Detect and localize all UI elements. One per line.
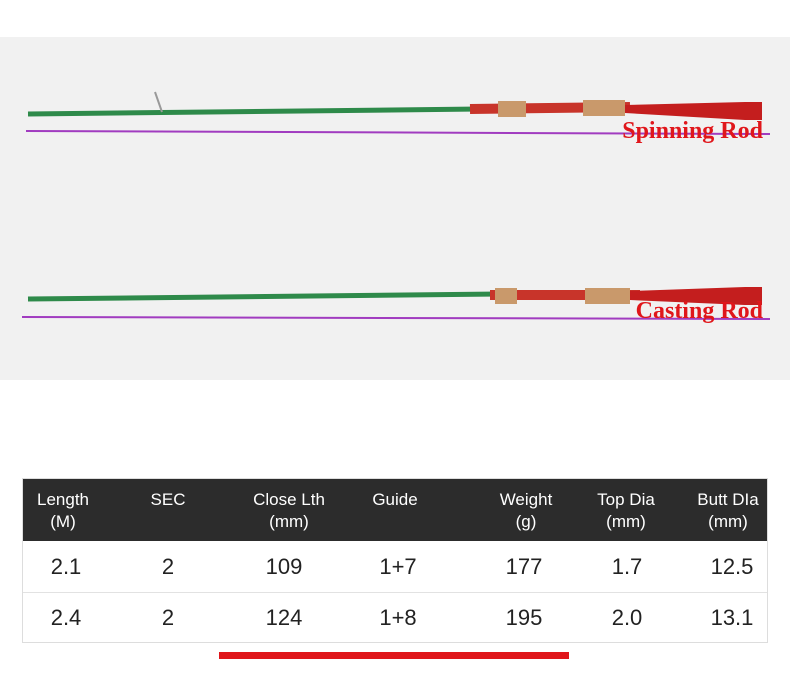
header-line: Length xyxy=(37,490,89,509)
table-cell: 2.4 xyxy=(50,605,82,630)
table-cell: 1+8 xyxy=(379,605,417,630)
rod-label: Casting Rod xyxy=(635,298,763,324)
header-cell: Top Dia (mm) xyxy=(597,489,655,533)
table-header: Length (M) SEC Close Lth (mm) Guide Weight (g) T… xyxy=(23,479,767,541)
spec-table: Length (M) SEC Close Lth (mm) Guide Weight (g) T… xyxy=(22,478,768,643)
table-cell: 124 xyxy=(265,605,303,630)
table-cell: 2.1 xyxy=(50,554,82,579)
header-cell: Guide xyxy=(372,489,417,511)
accent-bar xyxy=(219,652,569,659)
header-line: Butt DIa xyxy=(697,490,759,509)
table-cell: 177 xyxy=(505,554,543,579)
header-line: Guide xyxy=(372,490,418,509)
table-cell: 12.5 xyxy=(710,554,754,579)
rod-butt xyxy=(630,287,762,305)
rod-blank xyxy=(27,106,481,117)
table-cell: 2 xyxy=(161,605,175,630)
table-cell: 195 xyxy=(505,605,543,630)
header-cell: Weight (g) xyxy=(500,489,553,533)
table-cell: 2 xyxy=(161,554,175,579)
header-line: SEC xyxy=(150,490,186,509)
rod-blank xyxy=(27,291,501,302)
header-line: Weight xyxy=(499,490,553,509)
row-divider xyxy=(23,592,767,593)
header-line: Close Lth xyxy=(253,490,325,509)
table-cell: 13.1 xyxy=(710,605,754,630)
header-line: (g) xyxy=(515,512,537,531)
header-line: (mm) xyxy=(269,512,309,531)
header-cell: Close Lth (mm) xyxy=(253,489,325,533)
rod-tip-section xyxy=(21,316,771,320)
rod-butt xyxy=(625,102,762,120)
header-line: Top Dia xyxy=(597,490,655,509)
rod-label: Spinning Rod xyxy=(622,118,763,144)
header-cell: Length (M) xyxy=(37,489,89,533)
header-line: (M) xyxy=(50,512,76,531)
guide xyxy=(154,91,163,113)
cork-grip xyxy=(495,288,517,304)
table-cell: 1.7 xyxy=(611,554,643,579)
rods xyxy=(21,91,771,320)
table-cell: 109 xyxy=(265,554,303,579)
header-cell: SEC xyxy=(151,489,186,511)
header-line: (mm) xyxy=(606,512,646,531)
cork-grip xyxy=(585,288,630,304)
cork-grip xyxy=(583,100,625,116)
cork-grip xyxy=(498,101,526,117)
header-line: (mm) xyxy=(708,512,748,531)
table-cell: 1+7 xyxy=(379,554,417,579)
rod-tip-section xyxy=(25,130,771,135)
product-photo xyxy=(0,37,790,380)
header-cell: Butt DIa (mm) xyxy=(697,489,758,533)
table-cell: 2.0 xyxy=(611,605,643,630)
